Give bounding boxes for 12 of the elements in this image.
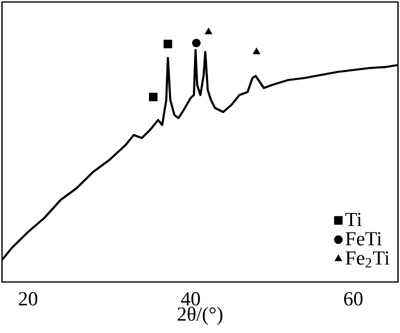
point	[164, 40, 172, 48]
x-axis-title: 2θ/(°)	[178, 306, 222, 325]
point	[204, 28, 212, 34]
legend-label: Ti	[345, 212, 362, 226]
x-tick-label: 40	[181, 292, 200, 306]
legend-label: FeTi	[346, 232, 382, 246]
x-tick-label: 20	[18, 292, 38, 306]
point	[252, 48, 260, 54]
x-tick-label: 60	[344, 292, 363, 306]
point	[192, 38, 201, 48]
legend-label: Fe$_{2}$Ti	[346, 251, 390, 268]
point	[148, 92, 158, 102]
